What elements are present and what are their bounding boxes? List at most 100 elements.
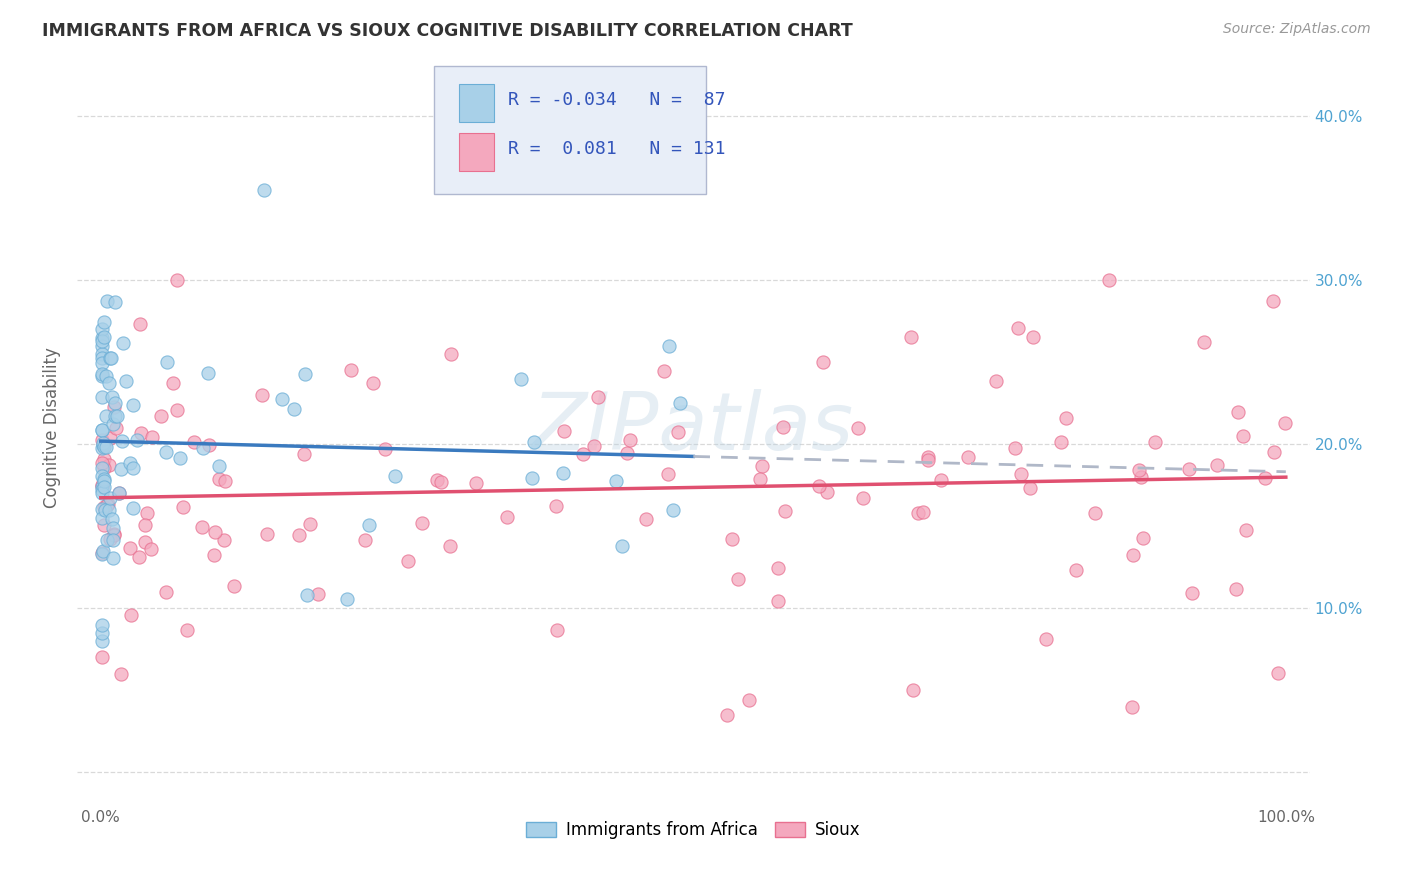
Point <box>91 461 114 475</box>
Point <box>1232 429 1254 443</box>
Point <box>91 331 114 345</box>
Point <box>224 579 246 593</box>
Point <box>97 458 120 472</box>
Point <box>91 339 114 353</box>
Point <box>172 500 194 514</box>
Point <box>136 506 159 520</box>
Point <box>1130 469 1153 483</box>
Point <box>97 503 120 517</box>
Point <box>363 376 385 390</box>
Point <box>523 435 546 450</box>
Point <box>929 474 952 488</box>
Point <box>204 525 226 540</box>
Point <box>496 510 519 524</box>
Point <box>101 521 124 535</box>
Point <box>91 423 114 437</box>
Point <box>103 409 125 423</box>
Point <box>510 372 533 386</box>
Point <box>1206 458 1229 473</box>
Point <box>612 539 634 553</box>
Point <box>917 450 939 465</box>
Text: R = -0.034   N =  87: R = -0.034 N = 87 <box>509 91 725 109</box>
Point <box>214 474 236 488</box>
Point <box>727 572 749 586</box>
Point <box>1004 442 1026 456</box>
Point <box>108 486 131 500</box>
Text: R =  0.081   N = 131: R = 0.081 N = 131 <box>509 140 725 158</box>
Point <box>605 474 627 488</box>
Point <box>93 517 115 532</box>
Point <box>439 539 461 553</box>
Point <box>439 347 461 361</box>
Point <box>162 376 184 390</box>
Point <box>104 396 127 410</box>
Point <box>1128 463 1150 477</box>
Y-axis label: Cognitive Disability: Cognitive Disability <box>44 347 60 508</box>
Point <box>426 473 449 487</box>
Point <box>96 498 118 512</box>
Point <box>108 486 131 500</box>
Point <box>93 440 115 454</box>
Point <box>208 458 231 473</box>
Point <box>91 369 114 384</box>
Point <box>103 528 125 542</box>
Point <box>149 409 172 423</box>
Point <box>1022 330 1045 344</box>
Point <box>91 502 114 516</box>
Point <box>772 420 794 434</box>
Point <box>1007 320 1029 334</box>
Point <box>907 506 929 520</box>
Point <box>271 392 294 406</box>
Point <box>544 499 567 513</box>
Point <box>91 544 114 558</box>
Point <box>96 293 118 308</box>
Point <box>357 517 380 532</box>
Point <box>984 374 1007 388</box>
Point <box>716 707 738 722</box>
Point <box>104 295 127 310</box>
Text: ZIPatlas: ZIPatlas <box>533 389 855 467</box>
Point <box>307 587 329 601</box>
Point <box>911 505 934 519</box>
Point <box>91 390 114 404</box>
Text: Source: ZipAtlas.com: Source: ZipAtlas.com <box>1223 22 1371 37</box>
Point <box>129 425 152 440</box>
Point <box>1181 585 1204 599</box>
Point <box>299 516 322 531</box>
Point <box>169 450 191 465</box>
Point <box>295 589 318 603</box>
Point <box>110 666 132 681</box>
Point <box>91 356 114 370</box>
Point <box>1050 434 1073 449</box>
Point <box>103 550 125 565</box>
Point <box>128 318 150 332</box>
Point <box>738 692 761 706</box>
Point <box>93 461 115 475</box>
Point <box>91 347 114 361</box>
Point <box>103 533 125 548</box>
Point <box>93 474 115 488</box>
Point <box>93 500 115 515</box>
Point <box>91 511 114 525</box>
Point <box>115 374 138 388</box>
Point <box>634 512 657 526</box>
Point <box>250 388 273 402</box>
Point <box>208 472 231 486</box>
Point <box>1064 563 1087 577</box>
Point <box>256 526 278 541</box>
Point <box>91 456 114 470</box>
Point <box>766 561 789 575</box>
Point <box>658 338 681 352</box>
FancyBboxPatch shape <box>460 133 494 171</box>
Point <box>354 533 377 548</box>
FancyBboxPatch shape <box>460 84 494 122</box>
Point <box>91 617 114 632</box>
Point <box>122 460 145 475</box>
Point <box>98 431 121 445</box>
Point <box>1010 467 1032 481</box>
Point <box>97 376 120 391</box>
Point <box>112 335 135 350</box>
Point <box>91 546 114 560</box>
Point <box>91 478 114 492</box>
Point <box>657 467 679 482</box>
